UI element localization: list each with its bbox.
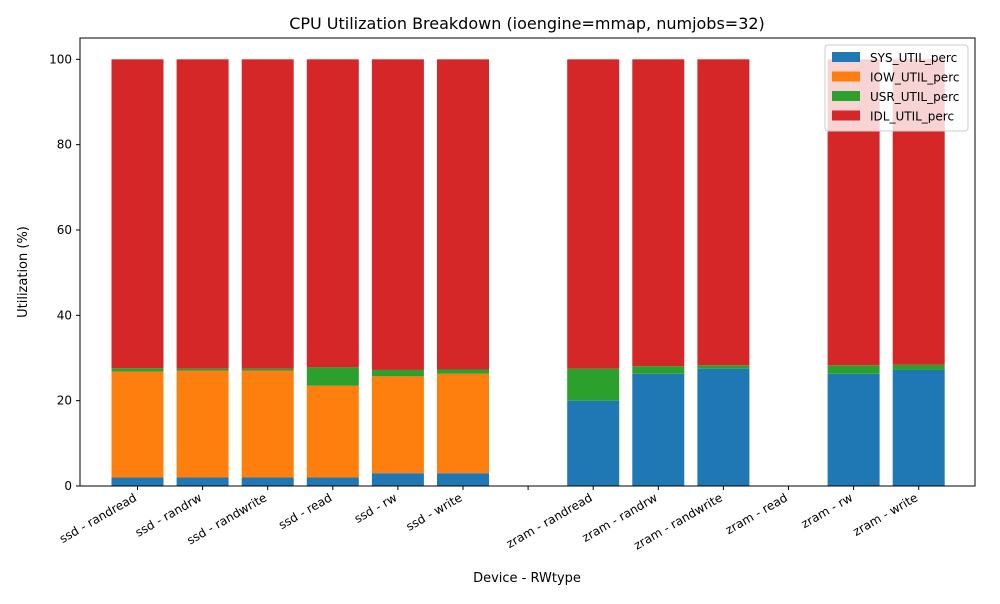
bar-segment-iow-util-perc: [176, 370, 229, 478]
bar-segment-sys-util-perc: [827, 373, 880, 486]
y-axis-label: Utilization (%): [16, 226, 31, 318]
bar-segment-sys-util-perc: [892, 369, 945, 486]
bar-segment-usr-util-perc: [892, 364, 945, 370]
x-tick-label: ssd - rw: [352, 490, 400, 526]
bar-segment-sys-util-perc: [697, 368, 750, 486]
bar-segment-idl-util-perc: [176, 59, 229, 369]
bar-segment-idl-util-perc: [567, 59, 620, 369]
bars-layer: [111, 59, 945, 486]
bar-segment-usr-util-perc: [632, 366, 685, 374]
bar-segment-iow-util-perc: [437, 373, 489, 474]
x-tick-label: ssd - read: [276, 490, 334, 532]
x-tick-label: zram - read: [723, 490, 790, 537]
y-tick-label: 100: [49, 52, 72, 66]
bar-segment-idl-util-perc: [437, 59, 489, 370]
bar-segment-usr-util-perc: [567, 368, 620, 401]
bar-segment-usr-util-perc: [111, 368, 164, 372]
x-tick-label: zram - randread: [504, 490, 595, 551]
bar-segment-sys-util-perc: [632, 373, 685, 486]
bar-segment-sys-util-perc: [241, 477, 294, 486]
legend-label: IOW_UTIL_perc: [870, 71, 959, 85]
legend: SYS_UTIL_perc IOW_UTIL_perc USR_UTIL_perc I…: [824, 44, 969, 132]
bar-segment-iow-util-perc: [241, 370, 294, 478]
bar-segment-iow-util-perc: [371, 376, 424, 474]
y-tick-label: 0: [64, 479, 72, 493]
y-tick-label: 20: [57, 394, 72, 408]
bar-segment-idl-util-perc: [111, 59, 164, 369]
bar-segment-sys-util-perc: [567, 400, 620, 486]
y-tick-label: 80: [57, 138, 72, 152]
bar-segment-idl-util-perc: [241, 59, 294, 369]
legend-swatch: [832, 52, 860, 62]
bar-segment-usr-util-perc: [176, 368, 229, 371]
y-tick-label: 60: [57, 223, 72, 237]
bar-segment-sys-util-perc: [371, 473, 424, 486]
y-tick-label: 40: [57, 308, 72, 322]
legend-label: USR_UTIL_perc: [870, 90, 959, 104]
chart-title: CPU Utilization Breakdown (ioengine=mmap…: [289, 14, 765, 33]
bar-segment-usr-util-perc: [306, 367, 359, 386]
legend-swatch: [832, 110, 860, 121]
legend-box: [824, 44, 969, 132]
bar-segment-idl-util-perc: [371, 59, 424, 370]
legend-label: SYS_UTIL_perc: [870, 51, 957, 65]
plot-frame: [79, 37, 976, 487]
bar-segment-usr-util-perc: [437, 369, 489, 374]
bar-segment-sys-util-perc: [176, 477, 229, 486]
x-tick-label: ssd - randread: [57, 490, 139, 545]
bar-segment-usr-util-perc: [241, 368, 294, 371]
x-axis-label: Device - RWtype: [473, 571, 581, 586]
bar-segment-iow-util-perc: [306, 385, 359, 478]
bar-segment-usr-util-perc: [827, 365, 880, 374]
legend-label: IDL_UTIL_perc: [870, 110, 954, 124]
x-tick-label: ssd - write: [404, 490, 465, 533]
legend-swatch: [832, 91, 860, 101]
bar-segment-usr-util-perc: [697, 365, 750, 369]
bar-segment-sys-util-perc: [306, 477, 359, 486]
bar-segment-idl-util-perc: [632, 59, 685, 367]
x-tick-label: zram - rw: [799, 490, 856, 531]
bar-segment-idl-util-perc: [697, 59, 750, 366]
legend-swatch: [832, 71, 860, 82]
bar-segment-idl-util-perc: [306, 59, 359, 368]
bar-segment-usr-util-perc: [371, 369, 424, 377]
bar-segment-sys-util-perc: [437, 473, 489, 486]
bar-segment-sys-util-perc: [111, 477, 164, 486]
bar-segment-iow-util-perc: [111, 371, 164, 478]
x-tick-label: zram - write: [850, 490, 920, 538]
